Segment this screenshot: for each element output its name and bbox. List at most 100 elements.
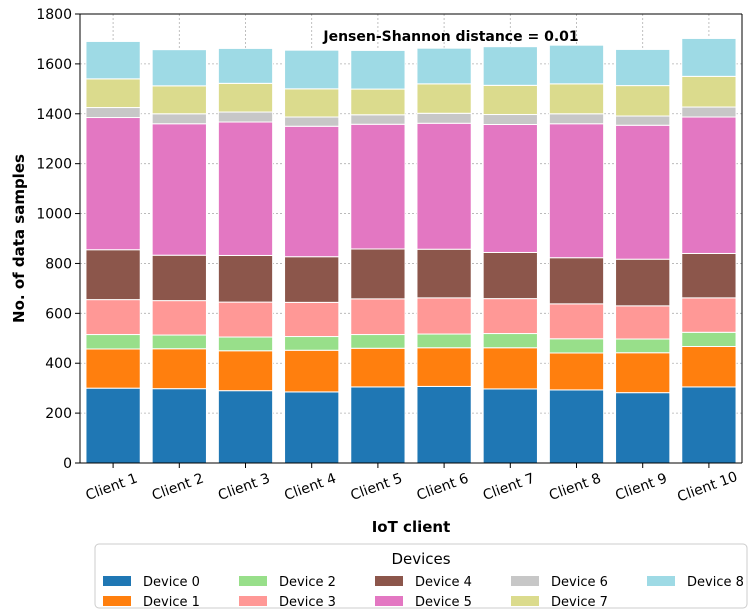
bar-segment-device-3 bbox=[284, 301, 340, 338]
legend-label: Device 8 bbox=[687, 575, 744, 590]
bar-segment-device-5 bbox=[615, 124, 671, 260]
bar-segment-device-0 bbox=[151, 388, 207, 464]
bar-segment-device-3 bbox=[416, 297, 472, 335]
bar-segment-device-8 bbox=[548, 44, 605, 85]
bar-segment-device-0 bbox=[416, 385, 472, 464]
x-tick-label: Client 5 bbox=[348, 471, 404, 504]
bar-segment-device-8 bbox=[85, 40, 141, 80]
bar-segment-device-0 bbox=[615, 392, 671, 464]
y-tick-label: 600 bbox=[45, 306, 72, 322]
bar-segment-device-0 bbox=[681, 386, 737, 464]
legend-label: Device 7 bbox=[551, 595, 608, 610]
bar-segment-device-8 bbox=[151, 49, 207, 87]
legend-swatch bbox=[511, 576, 539, 586]
bar-segment-device-2 bbox=[681, 331, 737, 348]
bar-segment-device-3 bbox=[482, 298, 538, 335]
x-tick-label: Client 9 bbox=[613, 471, 669, 504]
bar-segment-device-4 bbox=[615, 258, 671, 307]
bar-segment-device-4 bbox=[85, 249, 141, 301]
bar-segment-device-7 bbox=[482, 84, 538, 116]
y-tick-label: 1000 bbox=[36, 207, 72, 223]
legend-swatch bbox=[239, 596, 267, 606]
bar-segment-device-0 bbox=[85, 387, 141, 464]
bar-segment-device-4 bbox=[284, 256, 340, 303]
bar-segment-device-0 bbox=[284, 391, 340, 464]
bar-segment-device-2 bbox=[615, 338, 671, 354]
bar-segment-device-7 bbox=[284, 88, 340, 118]
bar-segment-device-5 bbox=[548, 123, 605, 259]
bar-segment-device-5 bbox=[217, 121, 274, 256]
legend-frame bbox=[94, 543, 748, 609]
bar-segment-device-3 bbox=[350, 298, 406, 336]
bars bbox=[85, 37, 737, 464]
bar-segment-device-6 bbox=[681, 106, 737, 118]
bar-segment-device-4 bbox=[548, 257, 605, 305]
bar-segment-device-1 bbox=[284, 349, 340, 393]
annotation-text: Jensen-Shannon distance = 0.01 bbox=[322, 29, 578, 45]
bar-segment-device-6 bbox=[217, 111, 274, 123]
bar-segment-device-1 bbox=[548, 352, 605, 391]
x-tick-label: Client 7 bbox=[481, 471, 537, 504]
bar-segment-device-1 bbox=[85, 348, 141, 389]
y-tick-label: 1600 bbox=[36, 57, 72, 73]
bar-segment-device-8 bbox=[217, 47, 274, 84]
legend-swatch bbox=[239, 576, 267, 586]
bar-segment-device-8 bbox=[615, 48, 671, 87]
legend-label: Device 3 bbox=[279, 595, 336, 610]
bar-segment-device-2 bbox=[217, 336, 274, 352]
bar-segment-device-0 bbox=[548, 389, 605, 464]
bar-segment-device-3 bbox=[615, 305, 671, 340]
x-tick-label: Client 4 bbox=[282, 470, 338, 503]
bar-segment-device-5 bbox=[85, 117, 141, 251]
legend-swatch bbox=[375, 596, 403, 606]
legend-swatch bbox=[103, 596, 131, 606]
x-tick-label: Client 8 bbox=[547, 471, 603, 504]
bar-segment-device-3 bbox=[151, 300, 207, 336]
bar-segment-device-7 bbox=[548, 83, 605, 115]
bar-segment-device-3 bbox=[681, 297, 737, 333]
bar-segment-device-7 bbox=[151, 85, 207, 115]
y-tick-label: 1400 bbox=[36, 107, 72, 123]
bar-segment-device-8 bbox=[681, 37, 737, 77]
bar-segment-device-8 bbox=[416, 47, 472, 85]
y-tick-label: 1800 bbox=[36, 7, 72, 23]
bar-segment-device-1 bbox=[681, 346, 737, 388]
legend-label: Device 1 bbox=[143, 595, 200, 610]
bar-segment-device-6 bbox=[548, 113, 605, 125]
legend-label: Device 4 bbox=[415, 575, 472, 590]
bar-segment-device-5 bbox=[350, 123, 406, 250]
y-tick-label: 200 bbox=[45, 406, 72, 422]
bar-segment-device-8 bbox=[284, 49, 340, 90]
bar-segment-device-3 bbox=[548, 303, 605, 340]
bar-segment-device-8 bbox=[350, 49, 406, 90]
bar-segment-device-5 bbox=[284, 125, 340, 258]
bar-segment-device-3 bbox=[85, 299, 141, 336]
x-tick-label: Client 2 bbox=[150, 471, 206, 504]
y-axis-label: No. of data samples bbox=[10, 154, 28, 323]
bar-segment-device-1 bbox=[482, 347, 538, 390]
legend-swatch bbox=[511, 596, 539, 606]
bar-segment-device-1 bbox=[350, 347, 406, 388]
y-tick-label: 400 bbox=[45, 356, 72, 372]
bar-segment-device-4 bbox=[217, 254, 274, 303]
x-tick-label: Client 3 bbox=[216, 471, 272, 504]
bar-segment-device-7 bbox=[85, 78, 141, 109]
bar-segment-device-2 bbox=[151, 334, 207, 350]
bar-segment-device-6 bbox=[284, 116, 340, 127]
legend-swatch bbox=[375, 576, 403, 586]
bar-segment-device-5 bbox=[681, 116, 737, 254]
bar-segment-device-0 bbox=[217, 390, 274, 464]
legend-label: Device 2 bbox=[279, 575, 336, 590]
bar-segment-device-6 bbox=[350, 114, 406, 125]
bar-segment-device-7 bbox=[681, 75, 737, 108]
bar-segment-device-7 bbox=[615, 85, 671, 117]
bar-segment-device-0 bbox=[482, 388, 538, 464]
bar-segment-device-4 bbox=[482, 251, 538, 300]
bar-segment-device-5 bbox=[151, 123, 207, 256]
bar-segment-device-4 bbox=[416, 248, 472, 299]
bar-segment-device-2 bbox=[284, 336, 340, 351]
y-tick-label: 0 bbox=[63, 456, 72, 472]
bar-segment-device-1 bbox=[416, 347, 472, 387]
bar-segment-device-0 bbox=[350, 386, 406, 464]
legend-items: Device 0 Device 1 Device 2 Device 3 Device 4… bbox=[103, 575, 744, 610]
